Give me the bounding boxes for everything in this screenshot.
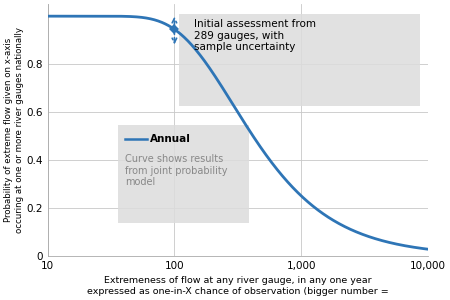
Text: Curve shows results
from joint probability
model: Curve shows results from joint probabili… [125,154,227,187]
Y-axis label: Probability of extreme flow given on x-axis
occuring at one or more river gauges: Probability of extreme flow given on x-a… [4,27,23,233]
Text: Annual: Annual [150,134,191,144]
FancyBboxPatch shape [179,14,420,106]
Text: Initial assessment from
289 gauges, with
sample uncertainty: Initial assessment from 289 gauges, with… [194,19,316,52]
FancyBboxPatch shape [118,125,249,223]
X-axis label: Extremeness of flow at any river gauge, in any one year
expressed as one-in-X ch: Extremeness of flow at any river gauge, … [87,276,389,296]
